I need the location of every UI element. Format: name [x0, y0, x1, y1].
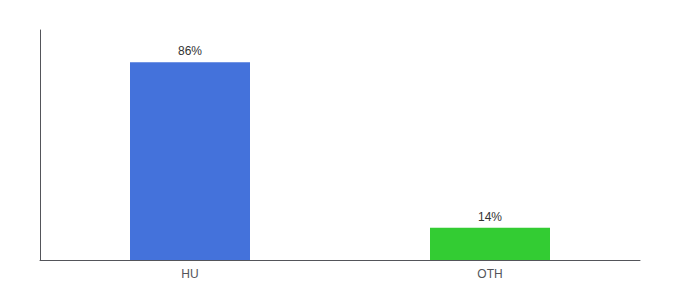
svg-text:HU: HU — [181, 267, 198, 281]
svg-text:OTH: OTH — [477, 267, 502, 281]
svg-text:14%: 14% — [478, 210, 502, 224]
svg-text:86%: 86% — [178, 44, 202, 58]
